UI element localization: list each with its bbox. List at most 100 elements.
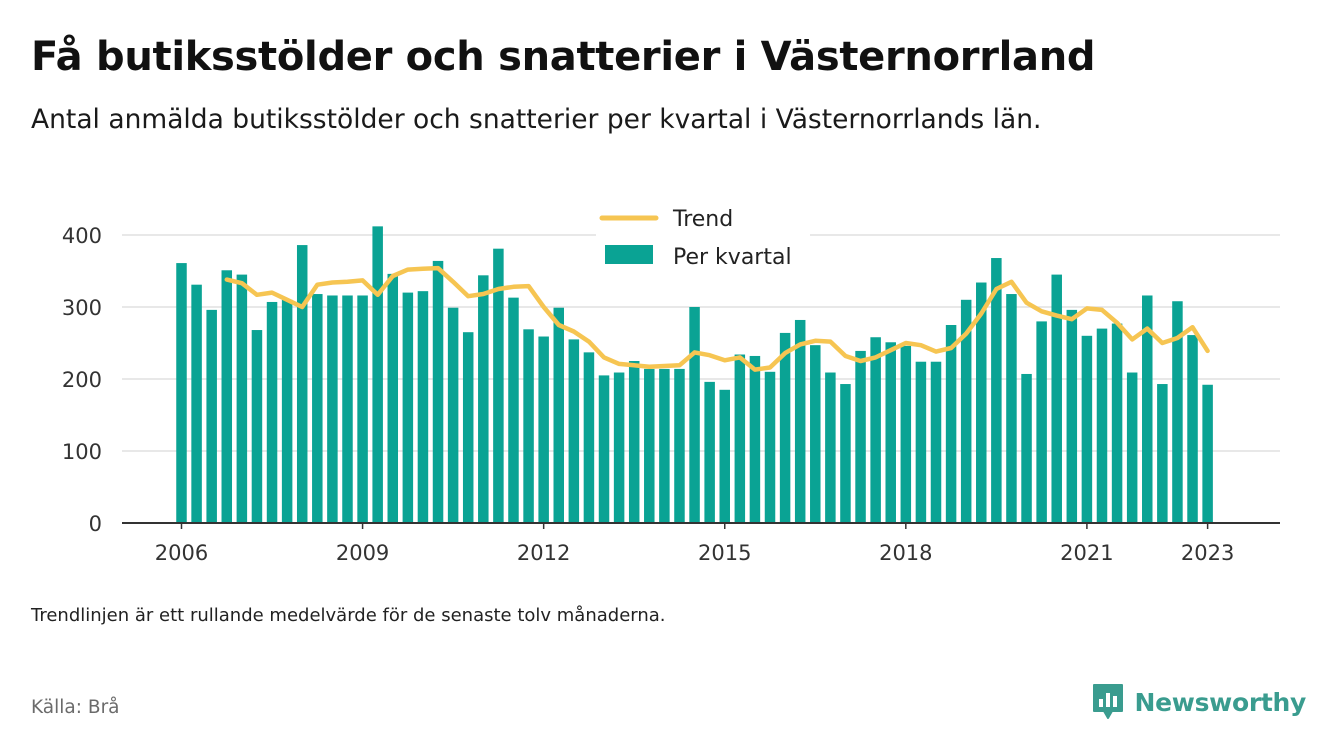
bar — [251, 330, 263, 523]
bar — [991, 258, 1002, 523]
bar — [296, 245, 308, 523]
bar — [1111, 323, 1123, 523]
bar — [1006, 294, 1017, 523]
newsworthy-logo-icon — [1092, 684, 1123, 719]
bar — [1081, 335, 1093, 523]
bar — [1142, 295, 1153, 523]
bar — [719, 389, 730, 523]
bar — [402, 292, 414, 523]
bar — [810, 345, 821, 523]
bar — [779, 332, 791, 523]
x-tick-label: 2023 — [1181, 541, 1234, 565]
bar — [870, 337, 881, 523]
legend-per-kvartal-swatch — [605, 245, 653, 264]
bar — [749, 355, 761, 523]
legend-trend-label: Trend — [672, 207, 733, 232]
bar — [1202, 384, 1213, 523]
bar — [825, 372, 836, 523]
x-tick-label: 2018 — [879, 541, 932, 565]
bar — [945, 325, 957, 523]
x-axis — [122, 522, 1280, 529]
x-tick-label: 2012 — [517, 541, 570, 565]
bar — [523, 329, 534, 523]
y-tick-label: 400 — [62, 224, 102, 248]
bar — [1172, 301, 1183, 523]
bar — [206, 309, 217, 523]
bar — [855, 350, 866, 523]
bar — [900, 345, 912, 523]
x-axis-tick-labels: 2006 2009 2012 2015 2018 2021 2023 — [155, 541, 1235, 565]
bar — [885, 342, 896, 523]
y-tick-label: 100 — [62, 440, 102, 464]
bar — [1157, 384, 1168, 523]
bar — [266, 301, 278, 523]
bar — [387, 273, 399, 523]
bar — [432, 260, 444, 523]
footnote: Trendlinjen är ett rullande medelvärde f… — [31, 605, 666, 626]
bar — [976, 282, 987, 523]
bar — [1036, 321, 1047, 523]
bar — [447, 307, 459, 523]
bar — [930, 361, 942, 523]
source-credit: Källa: Brå — [31, 697, 120, 718]
bar — [644, 368, 655, 523]
y-axis-tick-labels: 0 100 200 300 400 — [62, 224, 102, 536]
bar — [176, 263, 187, 523]
y-tick-label: 0 — [89, 512, 102, 536]
bar — [1096, 328, 1108, 523]
bar — [281, 299, 293, 523]
bar — [342, 295, 353, 523]
bar — [794, 319, 806, 523]
bar — [417, 291, 429, 523]
page-subtitle: Antal anmälda butiksstölder och snatteri… — [31, 104, 1042, 135]
bar — [960, 299, 972, 523]
legend-per-kvartal-label: Per kvartal — [673, 245, 792, 270]
trend-series — [224, 265, 1210, 372]
bar — [704, 381, 715, 523]
bar — [613, 372, 625, 523]
bar — [191, 284, 202, 523]
bar — [659, 368, 670, 523]
bar — [553, 307, 564, 523]
bar — [915, 361, 927, 523]
x-tick-label: 2009 — [336, 541, 389, 565]
bar — [1051, 274, 1062, 523]
x-tick-label: 2021 — [1060, 541, 1113, 565]
bar — [462, 332, 474, 523]
x-tick-label: 2006 — [155, 541, 208, 565]
bar — [236, 274, 248, 523]
bar — [372, 226, 383, 524]
bar — [764, 371, 776, 523]
bar — [674, 368, 685, 523]
bar — [493, 248, 504, 523]
bar — [1126, 372, 1138, 523]
bar — [840, 384, 851, 523]
bar — [1021, 373, 1032, 523]
page-title: Få butiksstölder och snatterier i Väster… — [31, 34, 1096, 80]
bar — [327, 295, 338, 523]
bar — [538, 336, 549, 523]
bar-series — [176, 226, 1213, 524]
bar — [583, 352, 595, 523]
legend-background — [596, 200, 810, 278]
bar — [312, 294, 323, 523]
trend-line — [224, 265, 1210, 372]
bar — [568, 339, 580, 523]
bar — [221, 270, 233, 523]
bar — [508, 297, 519, 523]
bar — [357, 295, 368, 523]
bar — [478, 275, 489, 523]
brand-name: Newsworthy — [1134, 687, 1307, 717]
brand-logo: Newsworthy — [1091, 682, 1307, 722]
bar — [1066, 309, 1078, 523]
legend: Trend Per kvartal — [596, 200, 810, 278]
bar — [628, 361, 640, 523]
y-tick-label: 200 — [62, 368, 102, 392]
bar — [598, 375, 610, 523]
y-tick-label: 300 — [62, 296, 102, 320]
bar — [689, 307, 700, 523]
x-tick-label: 2015 — [698, 541, 751, 565]
bar — [734, 354, 746, 523]
bar — [1187, 335, 1198, 523]
